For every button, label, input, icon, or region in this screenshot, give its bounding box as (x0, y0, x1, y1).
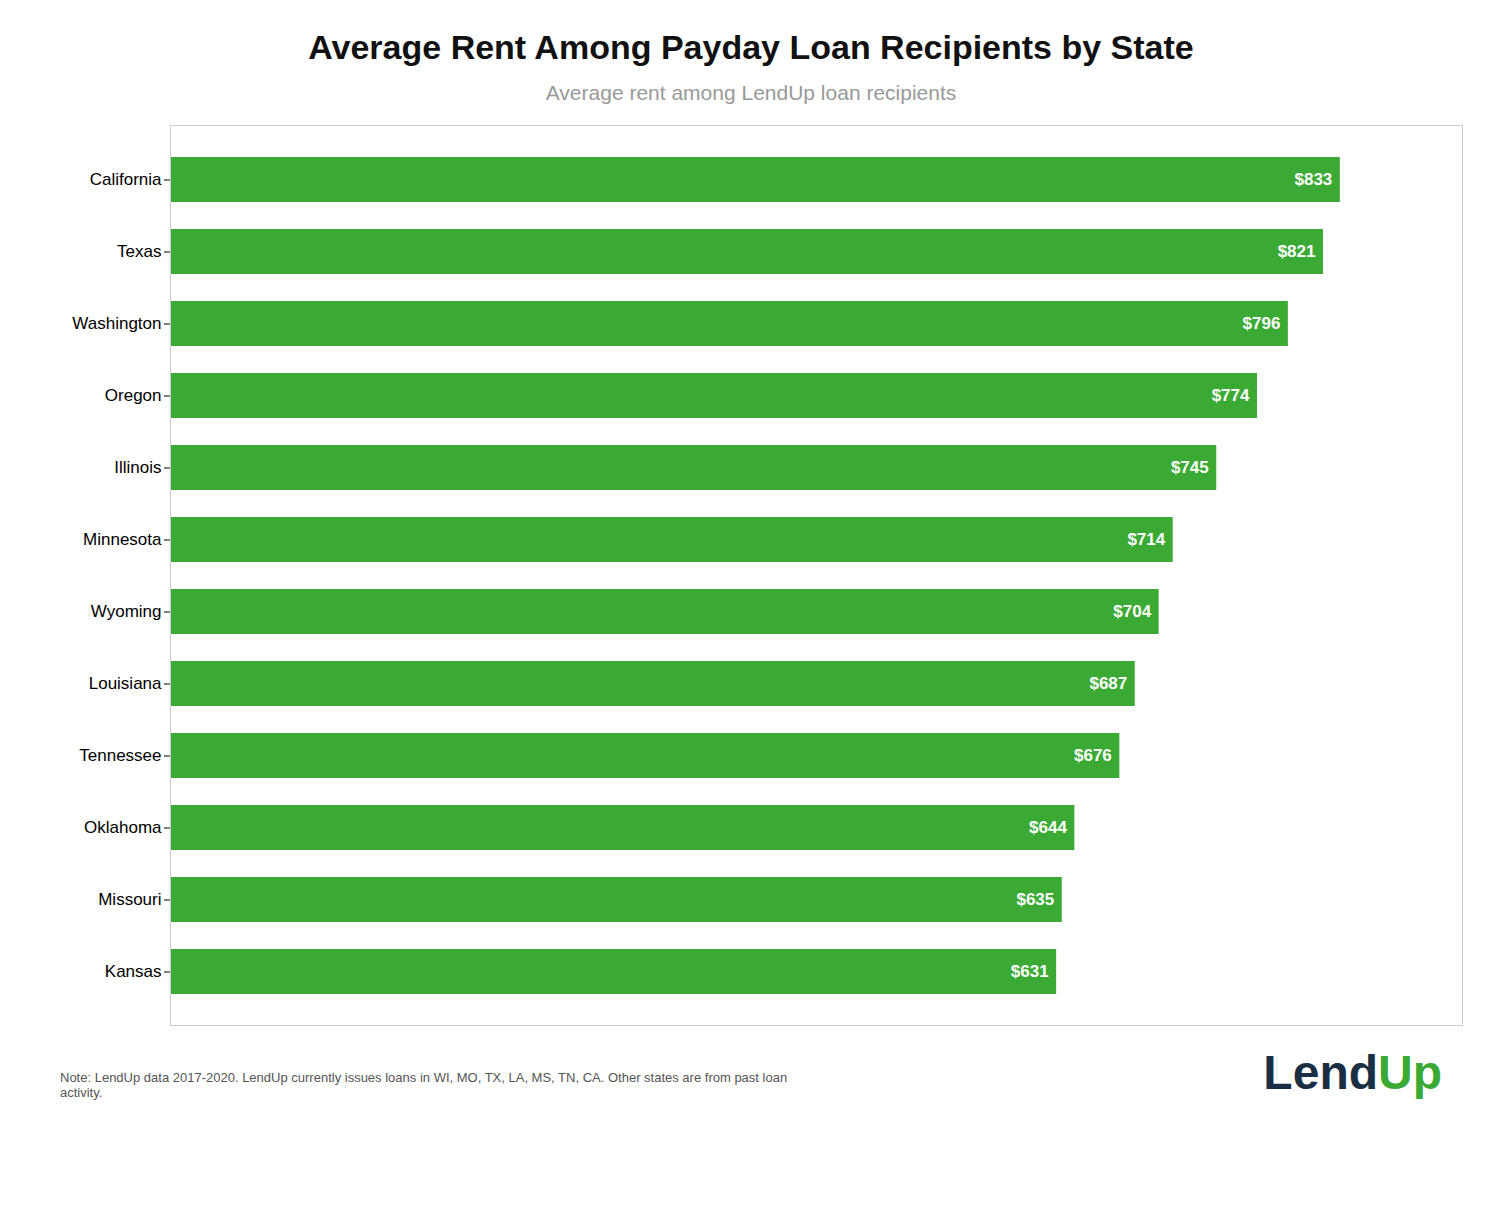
svg-text:$833: $833 (1294, 170, 1332, 189)
svg-text:Oklahoma: Oklahoma (84, 818, 162, 837)
svg-text:Kansas: Kansas (105, 962, 162, 981)
svg-text:California: California (90, 170, 162, 189)
svg-text:Texas: Texas (117, 242, 161, 261)
svg-text:$796: $796 (1243, 314, 1281, 333)
svg-text:$644: $644 (1029, 818, 1067, 837)
svg-text:Washington: Washington (72, 314, 161, 333)
svg-text:$774: $774 (1212, 386, 1250, 405)
svg-text:$676: $676 (1074, 746, 1112, 765)
svg-text:Louisiana: Louisiana (89, 674, 162, 693)
svg-text:Oregon: Oregon (105, 386, 162, 405)
svg-text:$714: $714 (1127, 530, 1165, 549)
html-text:Average rent among LendUp loan: Average rent among LendUp loan recipient… (545, 81, 957, 104)
svg-text:$745: $745 (1171, 458, 1209, 477)
html-text:Lend Up: Lend Up (1263, 1046, 1442, 1099)
svg-text:Minnesota: Minnesota (83, 530, 162, 549)
html-text:Average Rent Among Payday Loan: Average Rent Among Payday Loan Recipient… (308, 28, 1194, 66)
svg-text:Wyoming: Wyoming (91, 602, 162, 621)
svg-text:$635: $635 (1016, 890, 1054, 909)
svg-text:$631: $631 (1011, 962, 1049, 981)
svg-text:$687: $687 (1089, 674, 1127, 693)
svg-text:Illinois: Illinois (114, 458, 161, 477)
svg-text:$821: $821 (1278, 242, 1316, 261)
svg-text:Tennessee: Tennessee (79, 746, 161, 765)
svg-text:$704: $704 (1113, 602, 1151, 621)
svg-text:Missouri: Missouri (98, 890, 161, 909)
html-text:Note: LendUp data 2017-2020. L: Note: LendUp data 2017-2020. LendUp curr… (60, 1070, 788, 1100)
